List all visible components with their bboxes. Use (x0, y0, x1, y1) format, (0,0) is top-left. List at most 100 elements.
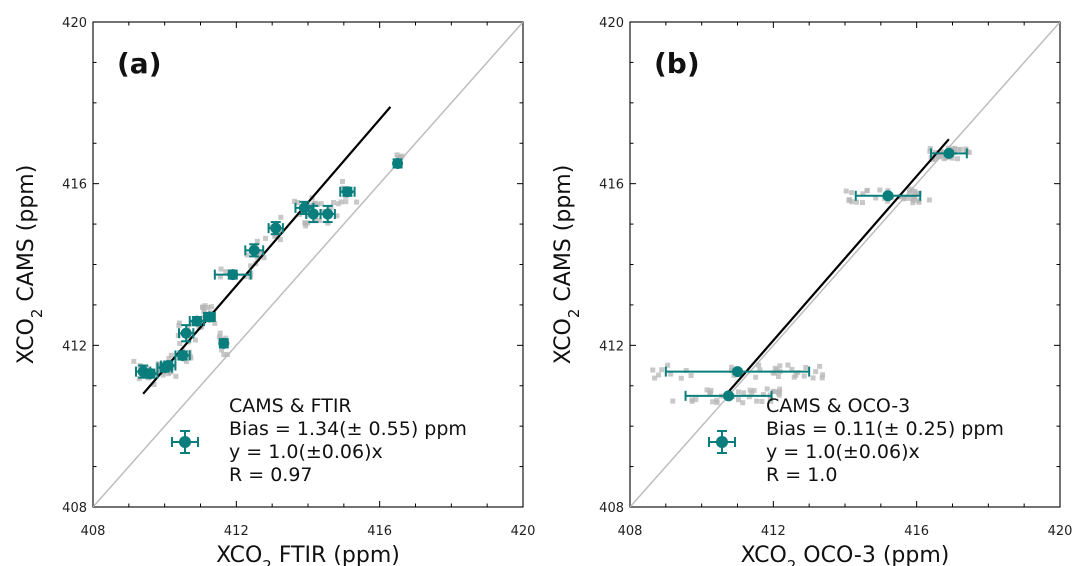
raw-point (278, 214, 284, 220)
data-point (392, 157, 404, 169)
raw-point (224, 352, 230, 358)
raw-point (334, 213, 340, 219)
raw-point (151, 381, 157, 387)
raw-point (955, 156, 961, 162)
raw-point (926, 197, 932, 203)
raw-point (854, 199, 860, 205)
raw-point (328, 204, 334, 210)
raw-point (935, 153, 941, 159)
raw-point (789, 366, 795, 372)
raw-point (775, 373, 781, 379)
data-point (723, 390, 735, 402)
legend-entry: R = 1.0 (766, 464, 837, 486)
raw-point (330, 199, 336, 205)
raw-point (185, 324, 191, 330)
raw-point (817, 363, 823, 369)
raw-point (877, 187, 883, 193)
raw-point (338, 199, 344, 205)
raw-point (256, 249, 262, 255)
raw-point (759, 398, 765, 404)
raw-point (678, 375, 684, 381)
raw-point (907, 186, 913, 192)
raw-point (849, 190, 855, 196)
raw-point (292, 198, 298, 204)
data-point (270, 222, 282, 234)
raw-point (244, 252, 250, 258)
raw-point (859, 200, 865, 206)
legend-entry: Bias = 1.34(± 0.55) ppm (229, 418, 467, 440)
raw-point (795, 370, 801, 376)
raw-point (688, 373, 694, 379)
y-tick-label: 416 (599, 178, 624, 193)
legend-entry: CAMS & FTIR (229, 395, 352, 417)
raw-point (278, 228, 284, 234)
panel-b: 408 412 416 420 408 412 416 420 XCO2 OCO-3 (ppm)… (551, 16, 1072, 566)
raw-point (354, 199, 360, 205)
raw-point (255, 256, 261, 262)
raw-point (735, 389, 741, 395)
raw-point (312, 216, 318, 222)
data-point (227, 269, 239, 281)
y-tick-label: 408 (62, 501, 87, 516)
raw-point (860, 191, 866, 197)
raw-point (272, 233, 278, 239)
raw-point (777, 386, 783, 392)
raw-point (714, 400, 720, 406)
raw-point (325, 220, 331, 226)
raw-point (735, 397, 741, 403)
raw-point (770, 388, 776, 394)
data-point (191, 315, 203, 327)
raw-point (810, 375, 816, 381)
data-point (180, 327, 192, 339)
raw-point (176, 320, 182, 326)
x-tick-label: 420 (511, 524, 536, 539)
data-point (162, 360, 174, 372)
raw-point (305, 220, 311, 226)
raw-point (202, 303, 208, 309)
raw-point (747, 387, 753, 393)
x-tick-label: 408 (81, 524, 106, 539)
raw-point (205, 304, 211, 310)
raw-point (217, 274, 223, 280)
raw-point (819, 375, 825, 381)
raw-point (343, 199, 349, 205)
y-tick-label: 420 (599, 16, 624, 31)
raw-point (741, 390, 747, 396)
data-point (307, 208, 319, 220)
data-point (943, 147, 955, 159)
data-point (248, 244, 260, 256)
x-axis-label: XCO2 OCO-3 (ppm) (741, 543, 950, 566)
raw-point (932, 156, 938, 162)
y-tick-label: 408 (599, 501, 624, 516)
raw-point (903, 195, 909, 201)
raw-point (914, 191, 920, 197)
raw-point (772, 370, 778, 376)
data-point (298, 202, 310, 214)
raw-point (192, 337, 198, 343)
raw-point (277, 237, 283, 243)
legend-entry: CAMS & OCO-3 (766, 395, 910, 417)
y-tick-label: 412 (599, 339, 624, 354)
raw-point (785, 362, 791, 368)
legend-entry: R = 0.97 (229, 464, 313, 486)
panel-label: (b) (654, 47, 700, 80)
one-to-one-line (93, 22, 523, 507)
raw-point (864, 187, 870, 193)
x-tick-label: 420 (1048, 524, 1073, 539)
raw-point (906, 189, 912, 195)
raw-point (774, 367, 780, 373)
one-to-one-line (630, 22, 1060, 507)
raw-point (248, 263, 254, 269)
fit-line (142, 106, 392, 395)
raw-point (223, 269, 229, 275)
y-axis-label: XCO2 CAMS (ppm) (551, 165, 583, 365)
raw-point (740, 400, 746, 406)
raw-point (166, 355, 172, 361)
raw-point (760, 392, 766, 398)
raw-point (776, 392, 782, 398)
raw-point (189, 321, 195, 327)
data-point (177, 349, 189, 361)
raw-point (847, 197, 853, 203)
legend-entry: y = 1.0(±0.06)x (229, 441, 383, 463)
y-tick-label: 420 (62, 16, 87, 31)
